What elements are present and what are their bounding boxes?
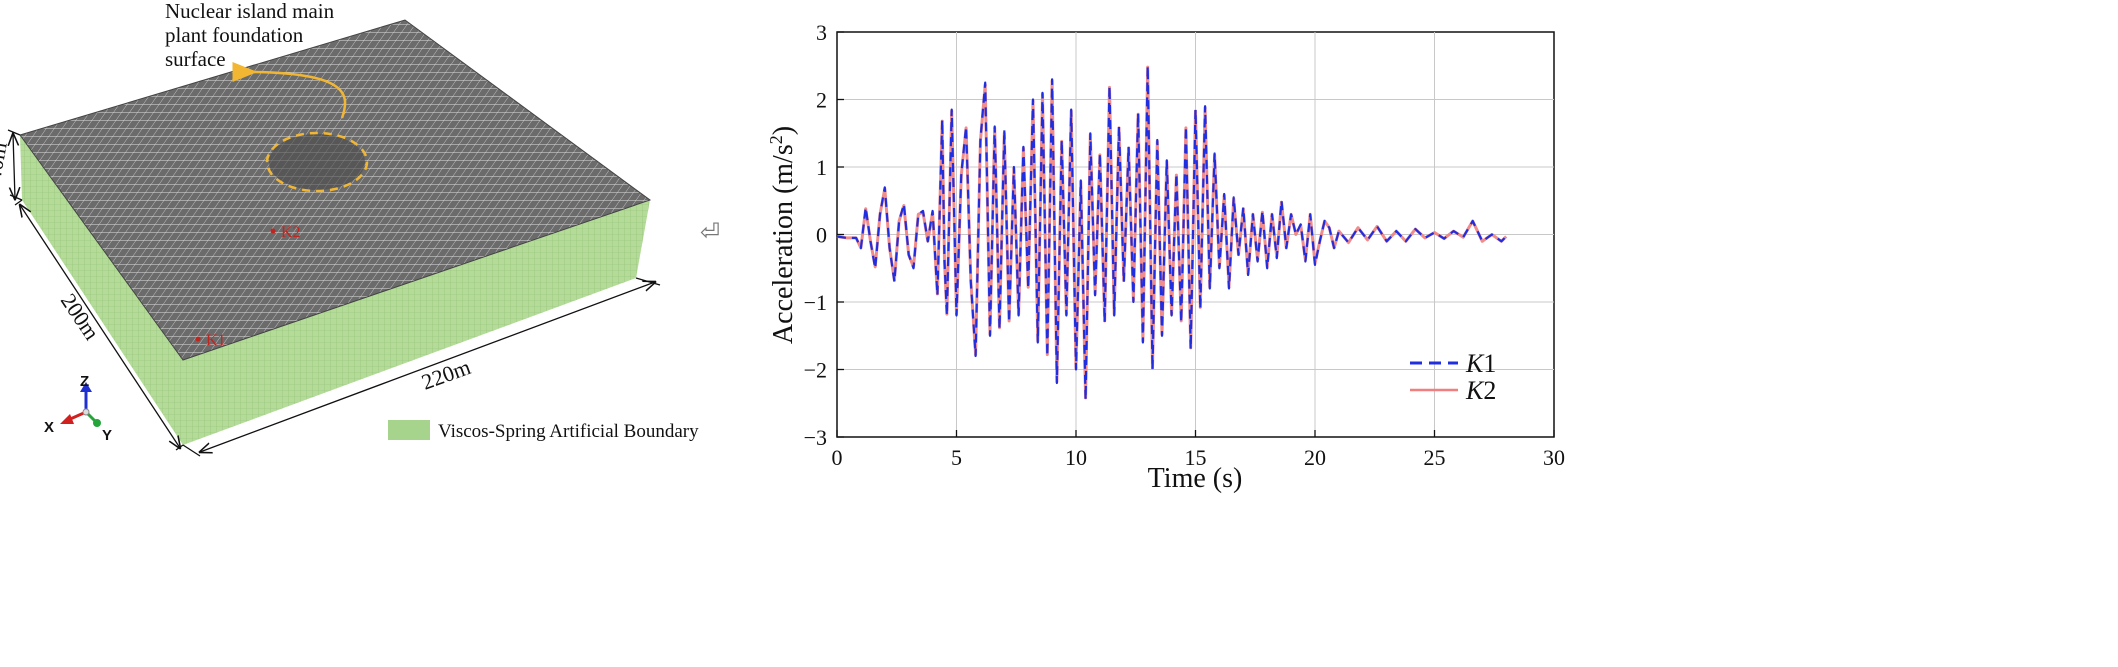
annotation-text: Nuclear island main plant foundation sur… bbox=[165, 0, 339, 71]
dimension-200m bbox=[14, 199, 184, 450]
series-line-k1 bbox=[836, 64, 1507, 401]
boundary-legend-label: Viscos-Spring Artificial Boundary bbox=[438, 421, 699, 442]
dimension-40m bbox=[8, 129, 23, 201]
y-tick-label: 3 bbox=[816, 20, 827, 45]
y-axis-title: Acceleration (m/s2) bbox=[766, 126, 799, 344]
dimension-220m bbox=[182, 277, 661, 457]
axis-z-label: Z bbox=[80, 373, 89, 390]
legend-k2-label: K2 bbox=[1465, 376, 1496, 405]
y-ticks: −3 −2 −1 0 1 2 3 bbox=[804, 20, 844, 450]
x-tick-label: 30 bbox=[1543, 445, 1565, 470]
x-ticks: 0 5 10 15 20 25 30 bbox=[832, 430, 1565, 470]
x-tick-label: 0 bbox=[832, 445, 843, 470]
y-tick-label: −1 bbox=[804, 290, 827, 315]
foundation-outline bbox=[265, 131, 369, 193]
foundation-circle bbox=[269, 134, 365, 190]
x-tick-label: 5 bbox=[951, 445, 962, 470]
chart-legend: K1 K2 bbox=[1410, 349, 1496, 405]
x-axis-title: Time (s) bbox=[1148, 463, 1243, 494]
y-tick-label: −3 bbox=[804, 425, 827, 450]
fe-model: Nuclear island main plant foundation sur… bbox=[0, 0, 699, 457]
y-tick-label: 2 bbox=[816, 88, 827, 113]
legend-k1-label: K1 bbox=[1465, 349, 1496, 378]
coordinate-triad: Z X Y bbox=[44, 373, 112, 444]
axis-y-label: Y bbox=[102, 427, 112, 444]
y-tick-label: 0 bbox=[816, 223, 827, 248]
annotation-arrow bbox=[232, 61, 347, 119]
x-tick-label: 15 bbox=[1185, 445, 1207, 470]
x-tick-label: 10 bbox=[1065, 445, 1087, 470]
point-k1-label: K1 bbox=[206, 332, 226, 349]
dimension-220m-label: 220m bbox=[418, 354, 474, 395]
y-tick-label: 1 bbox=[816, 155, 827, 180]
acceleration-chart: 0 5 10 15 20 25 30 −3 −2 −1 0 1 2 3 Time (s) Acceler… bbox=[766, 20, 1565, 494]
boundary-legend-swatch bbox=[388, 420, 430, 440]
x-tick-label: 25 bbox=[1424, 445, 1446, 470]
return-glyph: ⏎ bbox=[700, 218, 720, 246]
x-tick-label: 20 bbox=[1304, 445, 1326, 470]
point-k1-marker bbox=[195, 336, 201, 342]
series-line-k2 bbox=[836, 65, 1508, 400]
dimension-40m-label: 40m bbox=[0, 140, 12, 183]
point-k2-marker bbox=[270, 228, 276, 234]
point-k2-label: K2 bbox=[281, 224, 301, 241]
axis-x-label: X bbox=[44, 419, 54, 436]
y-tick-label: −2 bbox=[804, 358, 827, 383]
series-group bbox=[836, 64, 1508, 401]
